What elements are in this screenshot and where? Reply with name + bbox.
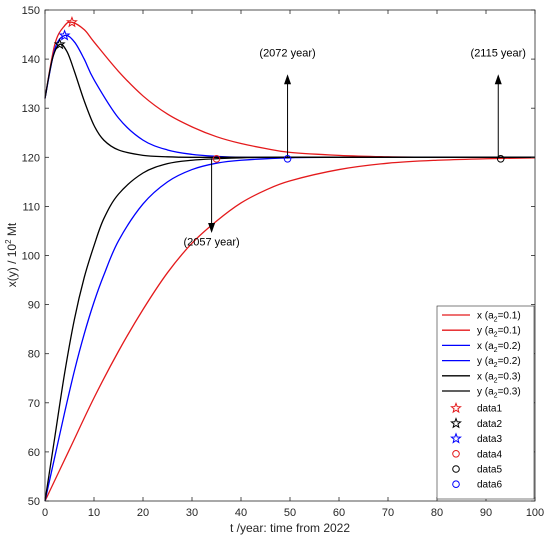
marker-data4 <box>212 154 221 163</box>
annotation-label-3: (2115 year) <box>471 48 526 60</box>
legend-marker-data4 <box>452 450 460 458</box>
y-tick-label-7: 120 <box>22 152 40 164</box>
x-axis-label: t /year: time from 2022 <box>230 521 350 535</box>
legend-marker-data1 <box>450 401 462 414</box>
annotation-arrow-head-1 <box>208 222 216 233</box>
x-tick-label-8: 80 <box>431 507 443 519</box>
y-tick-label-10: 150 <box>22 5 40 17</box>
x-tick-label-5: 50 <box>284 507 296 519</box>
legend-label-data3: data3 <box>477 434 502 445</box>
annotation-label-2: (2072 year) <box>259 48 315 60</box>
marker-data1 <box>66 16 78 28</box>
x-tick-label-6: 60 <box>333 507 345 519</box>
series-line-6 <box>44 156 536 502</box>
y-tick-label-9: 140 <box>22 54 40 66</box>
annotation-layer: (2057 year) (2072 year) (2115 year) <box>183 48 526 249</box>
x-tick-label-0: 0 <box>42 507 48 519</box>
legend-label-1: x (a2=0.1) <box>477 311 521 324</box>
y-tick-label-1: 60 <box>28 447 40 459</box>
legend-marker-data3 <box>450 432 462 444</box>
x-tick-label-10: 100 <box>526 507 544 519</box>
x-tick-label-9: 90 <box>480 507 492 519</box>
legend-marker-data5 <box>452 465 460 473</box>
tick-layer: 0 10 20 30 40 50 60 70 80 90 100 50 60 70 80 90 100 110 12… <box>22 5 545 519</box>
legend: x (a2=0.1) y (a2=0.1) x (a2=0.2) y (a2=0.2)… <box>436 305 535 500</box>
series-line-2 <box>44 157 536 502</box>
legend-label-2: y (a2=0.1) <box>477 326 521 339</box>
y-axis-label-main: x(y) / 10 <box>5 244 19 288</box>
marker-data5 <box>496 154 505 163</box>
annotation-label-1: (2057 year) <box>183 237 239 249</box>
marker-data3 <box>58 29 71 41</box>
annotation-arrow-head-2 <box>284 74 292 85</box>
series-layer <box>44 21 536 502</box>
x-tick-label-2: 20 <box>137 507 149 519</box>
y-axis-label-sup: 2 <box>4 239 13 244</box>
y-tick-label-3: 80 <box>28 349 40 361</box>
legend-label-data1: data1 <box>477 404 502 415</box>
marker-data6 <box>283 154 292 163</box>
x-tick-label-3: 30 <box>186 507 198 519</box>
legend-label-data2: data2 <box>477 419 502 430</box>
marker-data2 <box>53 38 66 50</box>
legend-label-5: x (a2=0.3) <box>477 371 521 384</box>
y-tick-label-6: 110 <box>22 201 40 213</box>
legend-marker-data2 <box>450 417 462 429</box>
x-tick-label-4: 40 <box>235 507 247 519</box>
y-axis-label-unit: Mt <box>5 222 19 239</box>
legend-label-data5: data5 <box>477 465 502 476</box>
legend-entries: x (a2=0.1) y (a2=0.1) x (a2=0.2) y (a2=0.2)… <box>442 311 521 491</box>
y-tick-label-4: 90 <box>28 300 40 312</box>
legend-label-6: y (a2=0.3) <box>477 387 521 400</box>
marker-layer <box>53 16 505 163</box>
legend-label-data6: data6 <box>477 480 502 491</box>
y-tick-label-8: 130 <box>22 103 40 115</box>
y-axis-label: x(y) / 102 Mt <box>4 222 19 287</box>
legend-label-3: x (a2=0.2) <box>477 341 521 354</box>
y-tick-label-5: 100 <box>22 251 40 263</box>
legend-label-data4: data4 <box>477 449 502 460</box>
y-tick-label-2: 70 <box>28 398 40 410</box>
x-tick-label-1: 10 <box>88 507 100 519</box>
annotation-arrow-head-3 <box>494 74 502 85</box>
legend-marker-data6 <box>452 480 460 489</box>
x-tick-label-7: 70 <box>382 507 394 519</box>
legend-label-4: y (a2=0.2) <box>477 356 521 369</box>
y-tick-label-0: 50 <box>28 496 40 508</box>
